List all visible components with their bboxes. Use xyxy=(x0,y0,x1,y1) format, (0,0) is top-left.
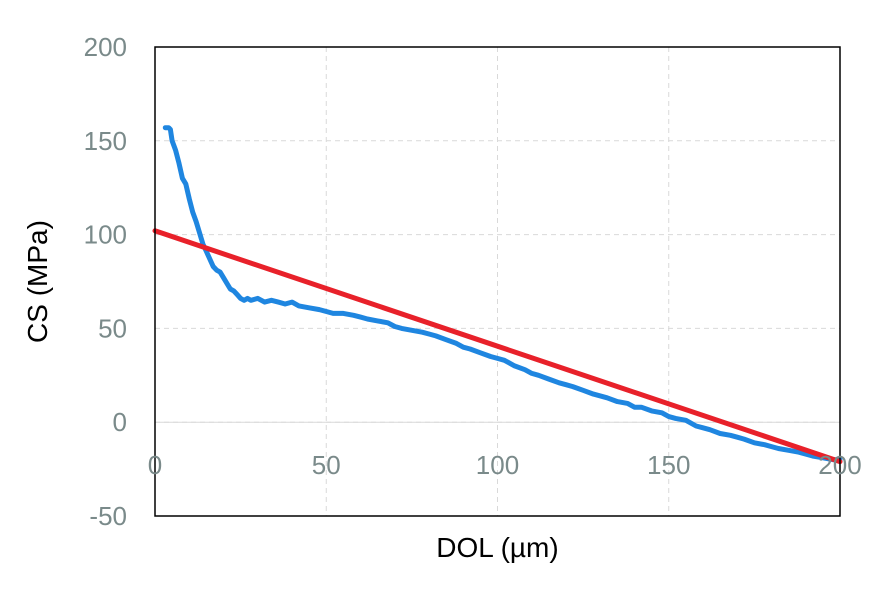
gridlines xyxy=(155,47,840,516)
y-tick-label: 200 xyxy=(84,32,127,62)
x-tick-label: 150 xyxy=(647,450,690,480)
x-tick-label: 0 xyxy=(148,450,162,480)
y-tick-label: -50 xyxy=(89,501,127,531)
x-tick-label: 100 xyxy=(476,450,519,480)
y-tick-label: 150 xyxy=(84,126,127,156)
y-tick-label: 0 xyxy=(113,407,127,437)
x-axis-title: DOL (µm) xyxy=(436,532,558,563)
x-tick-label: 200 xyxy=(818,450,861,480)
series-group xyxy=(152,125,843,465)
linear-fit-line xyxy=(152,228,843,465)
y-tick-label: 50 xyxy=(98,313,127,343)
tick-labels: 200 150 100 50 0 -50 0 50 100 150 200 xyxy=(84,32,862,531)
y-axis-title: CS (MPa) xyxy=(22,220,53,343)
measured-profile-line xyxy=(162,125,843,463)
x-tick-label: 50 xyxy=(312,450,341,480)
plot-frame xyxy=(154,46,841,517)
y-tick-label: 100 xyxy=(84,220,127,250)
